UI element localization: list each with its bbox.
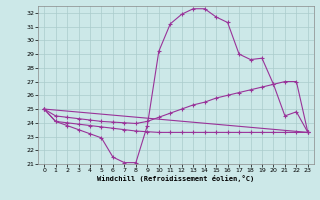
X-axis label: Windchill (Refroidissement éolien,°C): Windchill (Refroidissement éolien,°C): [97, 175, 255, 182]
